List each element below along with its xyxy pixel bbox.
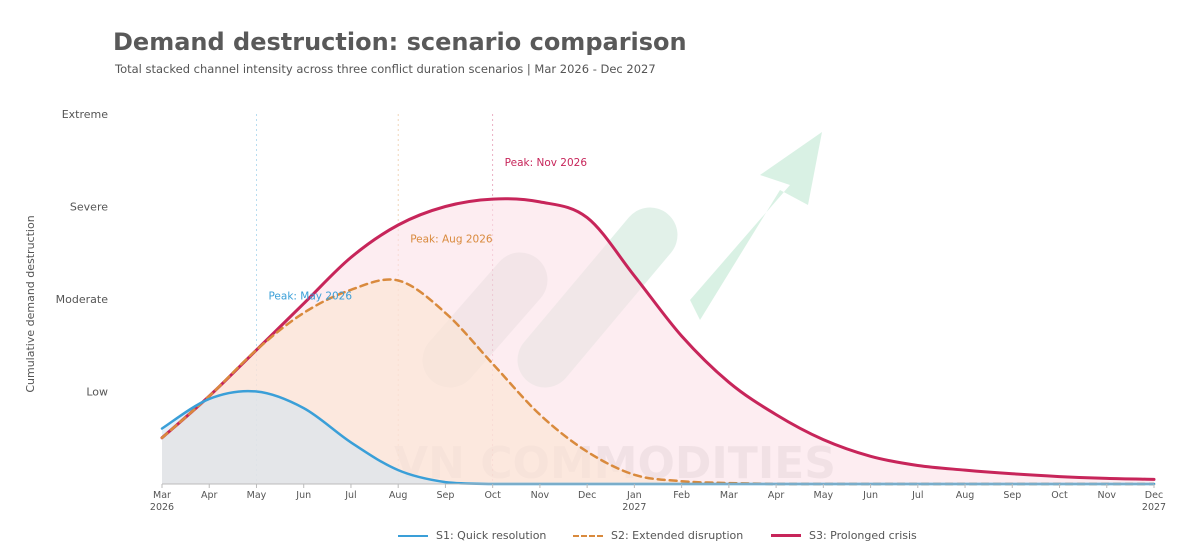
y-tick-label: Severe: [70, 201, 108, 214]
chart-title: Demand destruction: scenario comparison: [113, 28, 687, 56]
chart-subtitle: Total stacked channel intensity across t…: [115, 62, 656, 76]
legend-item: S2: Extended disruption: [573, 529, 743, 542]
x-tick-label: Dec: [578, 490, 596, 501]
x-tick-label: Jul: [344, 490, 356, 501]
x-tick-label: Jul: [911, 490, 923, 501]
x-tick-label: Jun: [862, 490, 878, 501]
y-tick-label: Moderate: [56, 293, 109, 306]
legend-label: S3: Prolonged crisis: [809, 529, 917, 542]
legend-swatch: [771, 534, 801, 537]
peak-annotations: Peak: May 2026 Peak: Aug 2026 Peak: Nov 20…: [268, 157, 587, 302]
x-tick-label: Feb: [673, 490, 690, 501]
series-line-3: [160, 197, 1156, 481]
x-tick-label: Oct: [484, 490, 501, 501]
x-tick-label: Sep: [1003, 490, 1021, 501]
x-tick-label: May: [814, 490, 834, 501]
x-tick-label: Dec: [1145, 490, 1163, 501]
series-area-2: [162, 279, 1154, 484]
y-tick-label: Low: [86, 386, 108, 399]
legend-item: S1: Quick resolution: [398, 529, 546, 542]
peak-annotation: Peak: Nov 2026: [505, 157, 588, 169]
x-tick-label: Apr: [201, 490, 218, 501]
x-tick-label: Nov: [531, 490, 550, 501]
x-tick-label: Jun: [295, 490, 311, 501]
x-tick-label: May: [247, 490, 267, 501]
chart-legend: S1: Quick resolution S2: Extended disrupt…: [0, 529, 1200, 549]
x-tick-label: Jan: [626, 490, 642, 501]
x-tick-year: 2026: [150, 502, 174, 513]
series-area-1: [162, 391, 1154, 484]
x-tick-label: Aug: [956, 490, 975, 501]
y-axis-label: Cumulative demand destruction: [24, 215, 37, 392]
x-tick-label: Oct: [1051, 490, 1068, 501]
watermark-arrow: [690, 132, 822, 320]
peak-annotation: Peak: May 2026: [268, 291, 352, 303]
x-tick-label: Mar: [720, 490, 738, 501]
legend-label: S2: Extended disruption: [611, 529, 744, 542]
legend-swatch: [573, 534, 603, 537]
x-tick-label: Nov: [1097, 490, 1116, 501]
axes: Cumulative demand destruction Low Moderate…: [24, 108, 1166, 513]
x-tick-year: 2027: [622, 502, 646, 513]
x-tick-label: Sep: [436, 490, 454, 501]
legend-label: S1: Quick resolution: [436, 529, 547, 542]
legend-swatch: [398, 534, 428, 537]
peak-annotation: Peak: Aug 2026: [410, 234, 493, 246]
x-tick-label: Apr: [768, 490, 785, 501]
x-tick-year: 2027: [1142, 502, 1166, 513]
legend-item: S3: Prolonged crisis: [771, 529, 917, 542]
x-tick-label: Aug: [389, 490, 408, 501]
x-tick-label: Mar: [153, 490, 171, 501]
y-tick-label: Extreme: [62, 108, 109, 121]
series-areas: [162, 198, 1154, 484]
